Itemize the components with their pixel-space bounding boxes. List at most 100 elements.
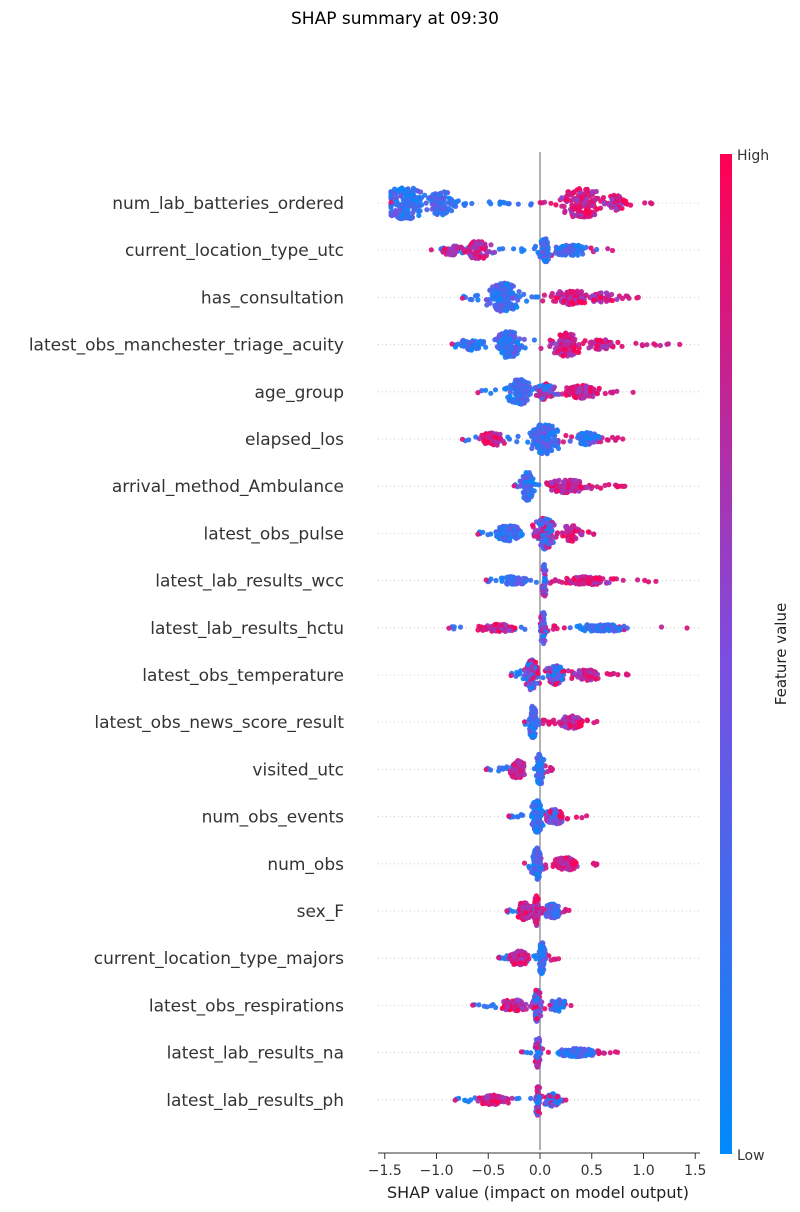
shap-point (515, 433, 521, 439)
shap-point (573, 814, 580, 820)
shap-point (564, 292, 570, 298)
shap-point (562, 246, 568, 252)
shap-point (589, 576, 595, 582)
shap-point (548, 528, 554, 534)
shap-point (502, 330, 508, 336)
shap-point (522, 388, 528, 394)
shap-point (584, 622, 591, 628)
shap-point (513, 767, 519, 773)
shap-point (393, 211, 399, 217)
shap-point (587, 340, 593, 346)
shap-point (551, 717, 557, 723)
shap-point (550, 535, 556, 541)
shap-point (476, 242, 482, 248)
shap-point (540, 618, 546, 624)
shap-point (572, 206, 578, 212)
shap-point (458, 244, 464, 250)
shap-point (428, 247, 434, 253)
shap-point (549, 766, 556, 773)
shap-point (605, 246, 611, 252)
shap-point (441, 189, 447, 195)
shap-point (542, 448, 548, 454)
shap-point (579, 815, 585, 821)
shap-point (515, 201, 521, 207)
shap-point (497, 285, 503, 291)
shap-point (535, 534, 541, 540)
shap-point (523, 396, 529, 402)
shap-point (534, 755, 540, 761)
shap-point (585, 202, 592, 208)
shap-point (594, 718, 600, 725)
shap-point (506, 813, 512, 819)
shap-point (545, 1049, 552, 1055)
shap-point (559, 195, 565, 201)
shap-point (509, 399, 515, 405)
shap-point (514, 439, 520, 445)
shap-point (525, 439, 531, 445)
chart-title: SHAP summary at 09:30 (291, 9, 499, 29)
shap-point (472, 293, 479, 299)
shap-point (642, 200, 648, 206)
shap-point (494, 344, 500, 350)
shap-point (594, 343, 601, 349)
shap-point (475, 390, 481, 396)
shap-point (501, 536, 507, 542)
shap-point (508, 672, 514, 679)
shap-point (571, 866, 577, 872)
shap-point (497, 332, 503, 338)
shap-point (534, 1016, 540, 1022)
shap-point (552, 250, 558, 256)
shap-point (534, 872, 540, 878)
shap-point (437, 209, 443, 215)
shap-point (577, 670, 583, 676)
shap-point (521, 719, 528, 725)
shap-point (554, 438, 560, 444)
shap-point (583, 383, 589, 390)
shap-point (572, 394, 578, 400)
shap-point (477, 339, 483, 345)
shap-point (569, 299, 576, 305)
shap-point (620, 436, 626, 442)
shap-point (549, 480, 555, 486)
shap-point (494, 442, 500, 448)
shap-point (453, 203, 459, 209)
shap-point (488, 201, 494, 207)
shap-point (609, 291, 615, 298)
shap-point (521, 336, 527, 342)
shap-point (569, 209, 575, 215)
shap-point (411, 197, 417, 203)
shap-point (511, 961, 518, 967)
shap-point (488, 390, 494, 396)
shap-point (593, 676, 599, 682)
shap-point (394, 195, 400, 201)
shap-point (566, 907, 572, 914)
shap-point (591, 293, 597, 299)
shap-point (529, 294, 535, 300)
shap-point (555, 445, 562, 452)
shap-point (521, 771, 528, 778)
shap-point (578, 531, 584, 537)
shap-point (525, 906, 531, 912)
shap-point (554, 487, 560, 493)
shap-point (582, 192, 588, 198)
shap-point (588, 245, 594, 251)
shap-point (489, 438, 496, 444)
shap-point (506, 336, 513, 342)
shap-point (593, 390, 599, 396)
shap-point (415, 196, 421, 202)
shap-point (521, 400, 528, 406)
shap-point (620, 577, 626, 583)
shap-point (493, 577, 499, 584)
shap-point (585, 393, 592, 399)
shap-point (511, 330, 518, 336)
shap-point (609, 297, 616, 304)
shap-point (529, 685, 535, 691)
shap-point (532, 899, 538, 905)
shap-point (470, 1002, 476, 1008)
shap-point (515, 814, 521, 820)
shap-point (530, 810, 536, 816)
shap-point (431, 202, 438, 208)
shap-point (588, 344, 594, 350)
shap-point (536, 521, 543, 527)
shap-point (554, 626, 560, 632)
